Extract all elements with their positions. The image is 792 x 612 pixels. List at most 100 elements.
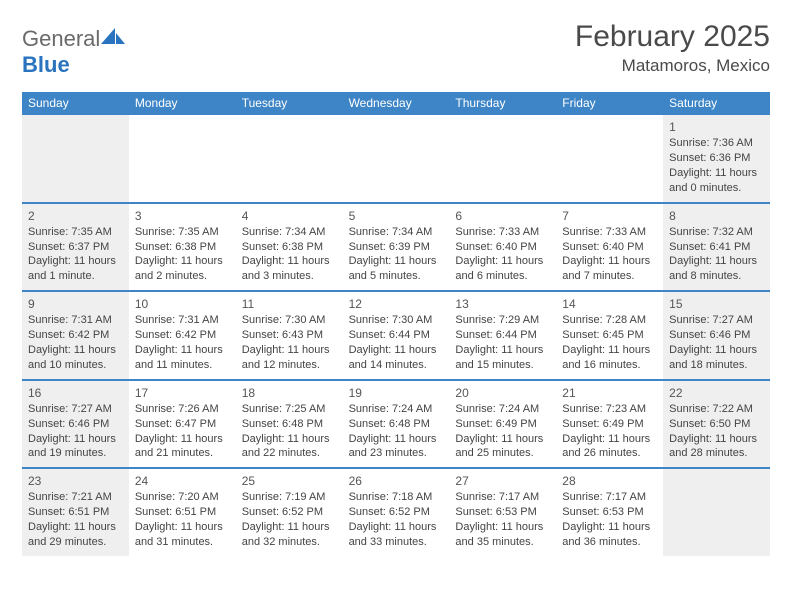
daylight-text: Daylight: 11 hours and 5 minutes. bbox=[349, 254, 444, 284]
day-cell: 8Sunrise: 7:32 AMSunset: 6:41 PMDaylight… bbox=[663, 204, 770, 291]
day-number: 5 bbox=[349, 208, 444, 224]
sunrise-text: Sunrise: 7:22 AM bbox=[669, 402, 764, 417]
daylight-text: Daylight: 11 hours and 16 minutes. bbox=[562, 343, 657, 373]
day-cell bbox=[129, 115, 236, 202]
sunset-text: Sunset: 6:41 PM bbox=[669, 240, 764, 255]
day-cell: 7Sunrise: 7:33 AMSunset: 6:40 PMDaylight… bbox=[556, 204, 663, 291]
sunrise-text: Sunrise: 7:30 AM bbox=[349, 313, 444, 328]
day-number: 13 bbox=[455, 296, 550, 312]
calendar-page: GeneralBlue February 2025 Matamoros, Mex… bbox=[0, 0, 792, 566]
sunrise-text: Sunrise: 7:34 AM bbox=[242, 225, 337, 240]
day-cell bbox=[556, 115, 663, 202]
day-cell: 4Sunrise: 7:34 AMSunset: 6:38 PMDaylight… bbox=[236, 204, 343, 291]
daylight-text: Daylight: 11 hours and 26 minutes. bbox=[562, 432, 657, 462]
day-number: 18 bbox=[242, 385, 337, 401]
logo-part2: Blue bbox=[22, 52, 70, 77]
sunset-text: Sunset: 6:37 PM bbox=[28, 240, 123, 255]
day-cell: 21Sunrise: 7:23 AMSunset: 6:49 PMDayligh… bbox=[556, 381, 663, 468]
day-cell: 13Sunrise: 7:29 AMSunset: 6:44 PMDayligh… bbox=[449, 292, 556, 379]
day-number: 12 bbox=[349, 296, 444, 312]
sunset-text: Sunset: 6:53 PM bbox=[455, 505, 550, 520]
day-cell: 9Sunrise: 7:31 AMSunset: 6:42 PMDaylight… bbox=[22, 292, 129, 379]
dayname: Monday bbox=[129, 92, 236, 115]
day-cell: 2Sunrise: 7:35 AMSunset: 6:37 PMDaylight… bbox=[22, 204, 129, 291]
sunset-text: Sunset: 6:52 PM bbox=[242, 505, 337, 520]
sunrise-text: Sunrise: 7:33 AM bbox=[455, 225, 550, 240]
dayname: Thursday bbox=[449, 92, 556, 115]
week-row: 16Sunrise: 7:27 AMSunset: 6:46 PMDayligh… bbox=[22, 379, 770, 468]
calendar: SundayMondayTuesdayWednesdayThursdayFrid… bbox=[22, 92, 770, 556]
daylight-text: Daylight: 11 hours and 15 minutes. bbox=[455, 343, 550, 373]
day-cell bbox=[449, 115, 556, 202]
day-number: 7 bbox=[562, 208, 657, 224]
daylight-text: Daylight: 11 hours and 19 minutes. bbox=[28, 432, 123, 462]
daylight-text: Daylight: 11 hours and 32 minutes. bbox=[242, 520, 337, 550]
sunset-text: Sunset: 6:39 PM bbox=[349, 240, 444, 255]
sunset-text: Sunset: 6:45 PM bbox=[562, 328, 657, 343]
week-row: 9Sunrise: 7:31 AMSunset: 6:42 PMDaylight… bbox=[22, 290, 770, 379]
sunrise-text: Sunrise: 7:23 AM bbox=[562, 402, 657, 417]
header: GeneralBlue February 2025 Matamoros, Mex… bbox=[22, 20, 770, 78]
daylight-text: Daylight: 11 hours and 29 minutes. bbox=[28, 520, 123, 550]
sunset-text: Sunset: 6:42 PM bbox=[135, 328, 230, 343]
day-number: 17 bbox=[135, 385, 230, 401]
day-number: 14 bbox=[562, 296, 657, 312]
sunrise-text: Sunrise: 7:35 AM bbox=[135, 225, 230, 240]
day-cell: 28Sunrise: 7:17 AMSunset: 6:53 PMDayligh… bbox=[556, 469, 663, 556]
sunset-text: Sunset: 6:44 PM bbox=[455, 328, 550, 343]
daylight-text: Daylight: 11 hours and 12 minutes. bbox=[242, 343, 337, 373]
sunset-text: Sunset: 6:53 PM bbox=[562, 505, 657, 520]
daylight-text: Daylight: 11 hours and 22 minutes. bbox=[242, 432, 337, 462]
sail-icon bbox=[101, 26, 127, 46]
sunset-text: Sunset: 6:38 PM bbox=[135, 240, 230, 255]
sunrise-text: Sunrise: 7:17 AM bbox=[455, 490, 550, 505]
sunrise-text: Sunrise: 7:28 AM bbox=[562, 313, 657, 328]
daylight-text: Daylight: 11 hours and 25 minutes. bbox=[455, 432, 550, 462]
daylight-text: Daylight: 11 hours and 23 minutes. bbox=[349, 432, 444, 462]
daylight-text: Daylight: 11 hours and 35 minutes. bbox=[455, 520, 550, 550]
dayname: Saturday bbox=[663, 92, 770, 115]
sunrise-text: Sunrise: 7:31 AM bbox=[28, 313, 123, 328]
sunrise-text: Sunrise: 7:35 AM bbox=[28, 225, 123, 240]
sunset-text: Sunset: 6:36 PM bbox=[669, 151, 764, 166]
day-number: 23 bbox=[28, 473, 123, 489]
dayname: Friday bbox=[556, 92, 663, 115]
sunset-text: Sunset: 6:46 PM bbox=[669, 328, 764, 343]
sunset-text: Sunset: 6:52 PM bbox=[349, 505, 444, 520]
sunset-text: Sunset: 6:51 PM bbox=[135, 505, 230, 520]
day-cell: 24Sunrise: 7:20 AMSunset: 6:51 PMDayligh… bbox=[129, 469, 236, 556]
day-cell: 5Sunrise: 7:34 AMSunset: 6:39 PMDaylight… bbox=[343, 204, 450, 291]
day-number: 8 bbox=[669, 208, 764, 224]
sunset-text: Sunset: 6:51 PM bbox=[28, 505, 123, 520]
sunrise-text: Sunrise: 7:34 AM bbox=[349, 225, 444, 240]
day-cell: 6Sunrise: 7:33 AMSunset: 6:40 PMDaylight… bbox=[449, 204, 556, 291]
day-number: 6 bbox=[455, 208, 550, 224]
sunset-text: Sunset: 6:44 PM bbox=[349, 328, 444, 343]
day-number: 1 bbox=[669, 119, 764, 135]
sunrise-text: Sunrise: 7:21 AM bbox=[28, 490, 123, 505]
location-label: Matamoros, Mexico bbox=[575, 56, 770, 76]
daylight-text: Daylight: 11 hours and 6 minutes. bbox=[455, 254, 550, 284]
day-cell: 25Sunrise: 7:19 AMSunset: 6:52 PMDayligh… bbox=[236, 469, 343, 556]
dayname: Sunday bbox=[22, 92, 129, 115]
daylight-text: Daylight: 11 hours and 1 minute. bbox=[28, 254, 123, 284]
day-cell: 17Sunrise: 7:26 AMSunset: 6:47 PMDayligh… bbox=[129, 381, 236, 468]
day-number: 3 bbox=[135, 208, 230, 224]
sunrise-text: Sunrise: 7:24 AM bbox=[455, 402, 550, 417]
sunset-text: Sunset: 6:48 PM bbox=[349, 417, 444, 432]
sunrise-text: Sunrise: 7:31 AM bbox=[135, 313, 230, 328]
day-cell: 12Sunrise: 7:30 AMSunset: 6:44 PMDayligh… bbox=[343, 292, 450, 379]
sunrise-text: Sunrise: 7:26 AM bbox=[135, 402, 230, 417]
day-number: 24 bbox=[135, 473, 230, 489]
sunrise-text: Sunrise: 7:29 AM bbox=[455, 313, 550, 328]
daylight-text: Daylight: 11 hours and 0 minutes. bbox=[669, 166, 764, 196]
sunrise-text: Sunrise: 7:20 AM bbox=[135, 490, 230, 505]
sunrise-text: Sunrise: 7:36 AM bbox=[669, 136, 764, 151]
day-cell bbox=[663, 469, 770, 556]
sunrise-text: Sunrise: 7:33 AM bbox=[562, 225, 657, 240]
day-number: 26 bbox=[349, 473, 444, 489]
daylight-text: Daylight: 11 hours and 14 minutes. bbox=[349, 343, 444, 373]
day-number: 21 bbox=[562, 385, 657, 401]
day-cell: 27Sunrise: 7:17 AMSunset: 6:53 PMDayligh… bbox=[449, 469, 556, 556]
sunrise-text: Sunrise: 7:27 AM bbox=[669, 313, 764, 328]
